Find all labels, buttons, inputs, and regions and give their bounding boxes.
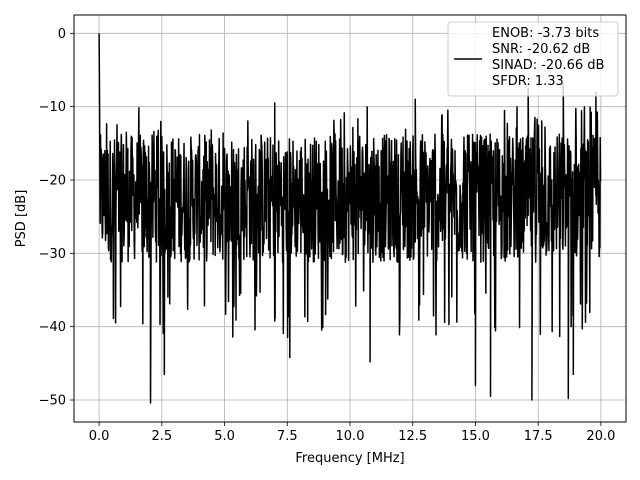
y-tick-label: −50 xyxy=(39,394,66,409)
x-tick-label: 7.5 xyxy=(277,429,298,444)
x-tick-label: 0.0 xyxy=(89,429,110,444)
x-axis-label: Frequency [MHz] xyxy=(295,451,404,466)
x-tick-label: 2.5 xyxy=(151,429,172,444)
legend-box xyxy=(447,21,619,97)
y-axis-label: PSD [dB] xyxy=(14,190,29,248)
legend: ENOB: -3.73 bits SNR: -20.62 dB SINAD: -… xyxy=(447,21,619,97)
x-tick-label: 15.0 xyxy=(461,429,490,444)
x-tick-label: 12.5 xyxy=(398,429,427,444)
y-tick-label: 0 xyxy=(58,27,66,42)
x-tick-label: 10.0 xyxy=(336,429,365,444)
x-tick-label: 17.5 xyxy=(524,429,553,444)
y-tick-label: −10 xyxy=(39,100,66,115)
x-tick-label: 5.0 xyxy=(214,429,235,444)
plot-area xyxy=(98,33,602,404)
y-tick-label: −20 xyxy=(39,174,66,189)
legend-line-sinad: SINAD: -20.66 dB xyxy=(492,58,604,73)
y-tick-label: −30 xyxy=(39,247,66,262)
legend-line-enob: ENOB: -3.73 bits xyxy=(492,26,599,41)
x-tick-label: 20.0 xyxy=(586,429,615,444)
legend-line-snr: SNR: -20.62 dB xyxy=(492,42,590,57)
axis-ticks: 0.0 2.5 5.0 7.5 10.0 12.5 15.0 17.5 20.0 0 −10 −20 −… xyxy=(39,27,616,444)
y-tick-label: −40 xyxy=(39,320,66,335)
legend-line-sfdr: SFDR: 1.33 xyxy=(492,74,564,89)
psd-series-line xyxy=(98,33,602,404)
